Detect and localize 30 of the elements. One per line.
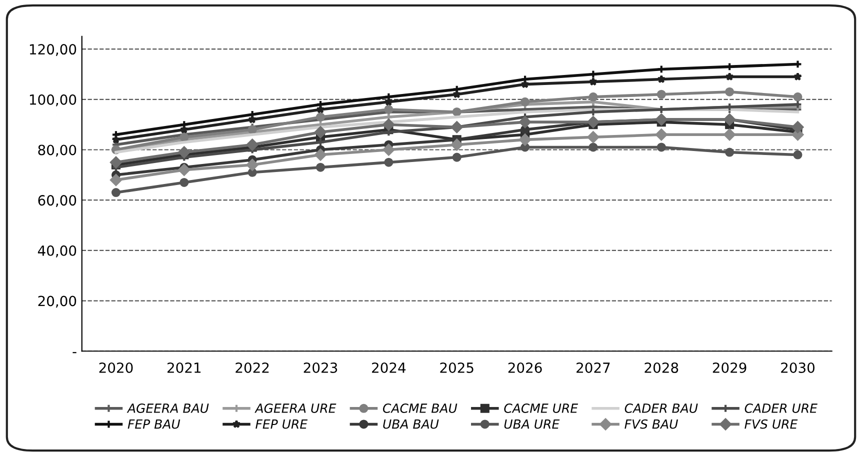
x-tick-label: 2024 (372, 362, 406, 373)
legend-label: AGEERA BAU (126, 403, 209, 413)
y-tick-label: 120,00 (30, 44, 76, 56)
y-tick-label: 40,00 (38, 245, 76, 258)
x-tick-label: 2028 (644, 362, 678, 373)
legend-label: CACME URE (504, 403, 578, 413)
x-tick-label: 2022 (236, 362, 269, 373)
y-tick-label: 60,00 (38, 195, 76, 207)
x-tick-label: 2027 (576, 362, 610, 373)
x-tick-label: 2026 (508, 362, 542, 373)
legend-label: CADER URE (744, 403, 818, 413)
y-tick-label: 80,00 (38, 144, 76, 157)
y-tick-label: - (72, 352, 76, 354)
legend-label: CACME BAU (383, 403, 458, 413)
x-tick-label: 2020 (99, 362, 133, 373)
legend-label: CADER BAU (624, 403, 698, 413)
x-tick-label: 2030 (781, 362, 814, 373)
x-tick-label: 2025 (440, 362, 474, 373)
legend-label: UBA URE (504, 420, 560, 429)
legend-label: FEP BAU (128, 420, 180, 429)
y-tick-label: 100,00 (30, 94, 76, 106)
x-tick-label: 2021 (168, 362, 201, 373)
x-tick-label: 2023 (304, 362, 338, 373)
legend-label: UBA BAU (383, 420, 439, 429)
legend-label: FEP URE (256, 420, 308, 429)
x-tick-label: 2029 (712, 362, 746, 373)
y-tick-label: 20,00 (38, 296, 76, 308)
legend-label: FVS BAU (624, 419, 678, 429)
legend-label: FVS URE (744, 419, 798, 429)
legend-label: AGEERA URE (254, 403, 336, 413)
